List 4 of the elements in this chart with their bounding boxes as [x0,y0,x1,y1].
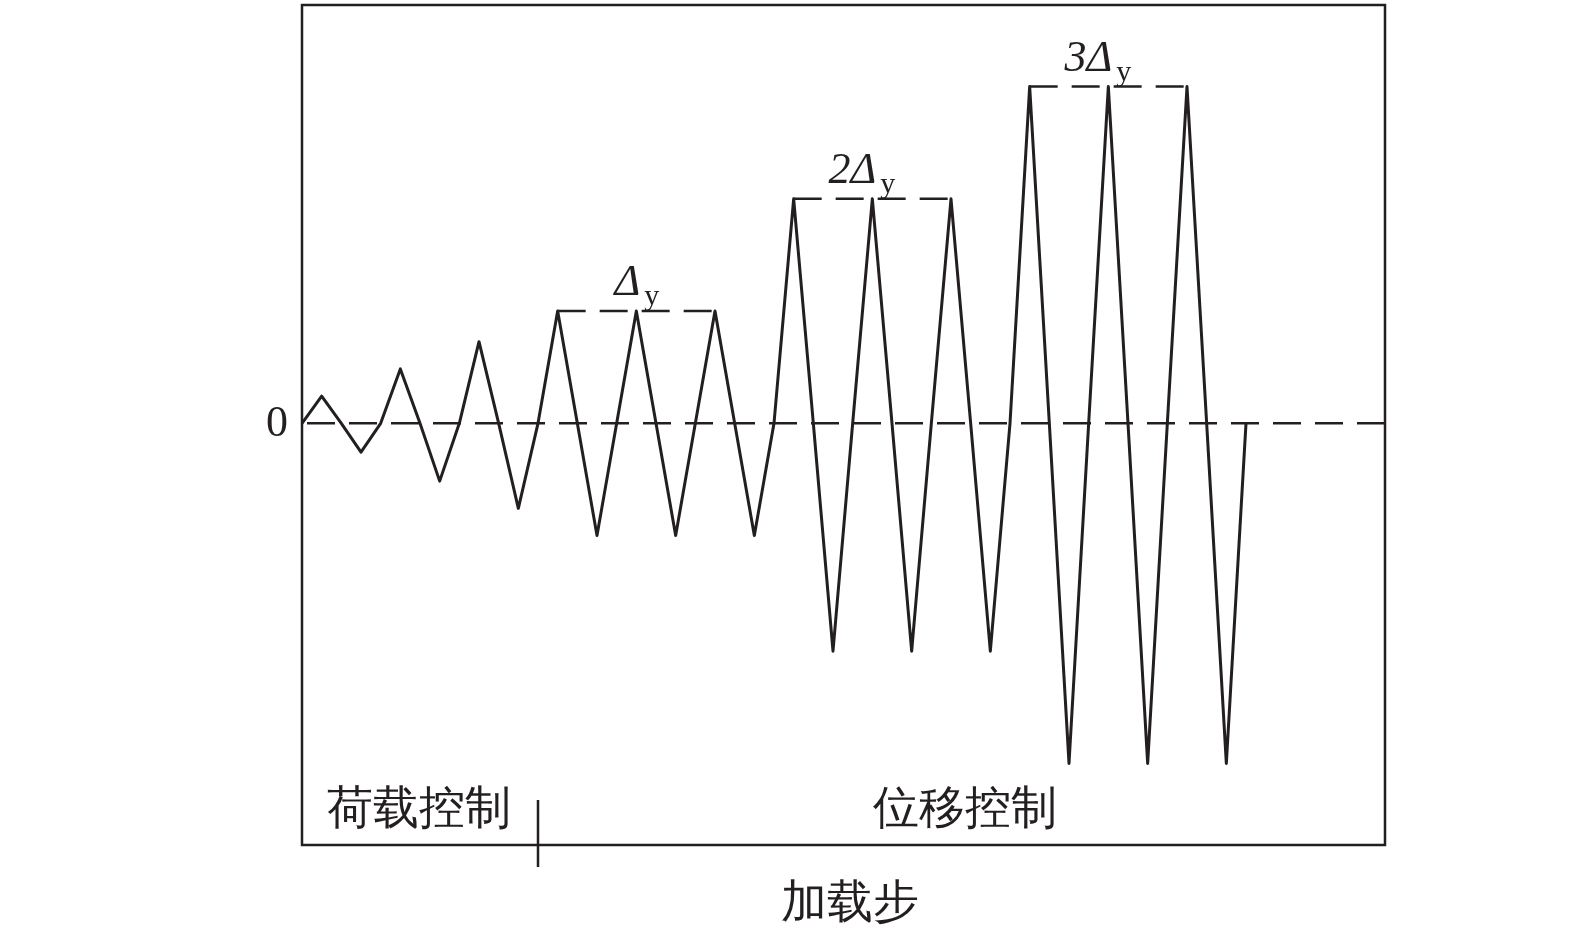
x-axis-title: 加载步 [780,876,919,927]
text: 位移控制 [873,782,1057,833]
text: 荷载控制 [327,782,511,833]
ref-line-label: 0 [266,397,288,447]
